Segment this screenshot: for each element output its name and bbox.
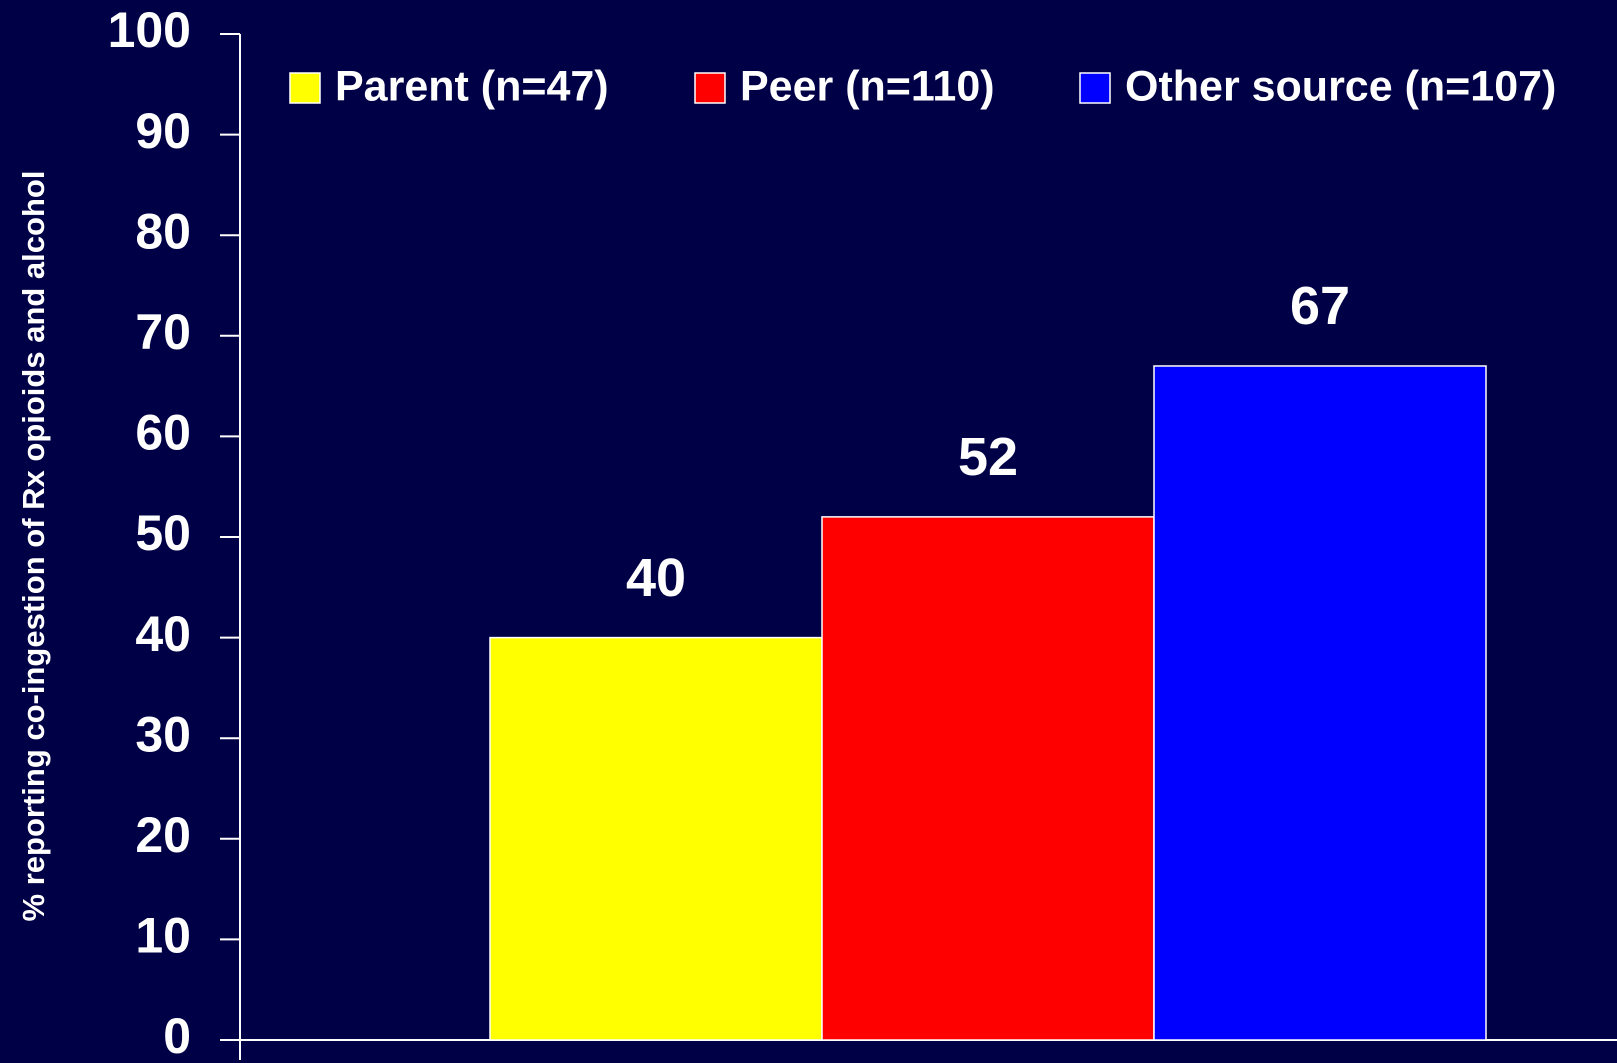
legend-swatch — [289, 72, 321, 104]
bar — [1153, 365, 1487, 1041]
y-tick-label: 10 — [135, 908, 191, 964]
y-tick-label: 0 — [163, 1008, 191, 1063]
legend-label: Peer (n=110) — [740, 62, 995, 110]
y-tick-label: 50 — [135, 505, 191, 561]
y-tick-label: 90 — [135, 103, 191, 159]
data-label: 40 — [626, 548, 686, 608]
y-tick-label: 70 — [135, 304, 191, 360]
y-tick-label: 80 — [135, 203, 191, 259]
y-tick-label: 30 — [135, 706, 191, 762]
y-tick-label: 20 — [135, 807, 191, 863]
legend-swatch — [1079, 72, 1111, 104]
data-label: 67 — [1290, 276, 1350, 336]
data-label: 52 — [958, 427, 1018, 487]
legend-swatch — [694, 72, 726, 104]
y-tick-label: 100 — [108, 2, 191, 58]
legend-label: Parent (n=47) — [335, 62, 609, 110]
legend-label: Other source (n=107) — [1125, 62, 1556, 110]
bar — [821, 516, 1155, 1041]
y-axis-title: % reporting co-ingestion of Rx opioids a… — [16, 171, 51, 922]
y-tick-label: 40 — [135, 606, 191, 662]
bar — [489, 636, 823, 1041]
y-tick-label: 60 — [135, 405, 191, 461]
